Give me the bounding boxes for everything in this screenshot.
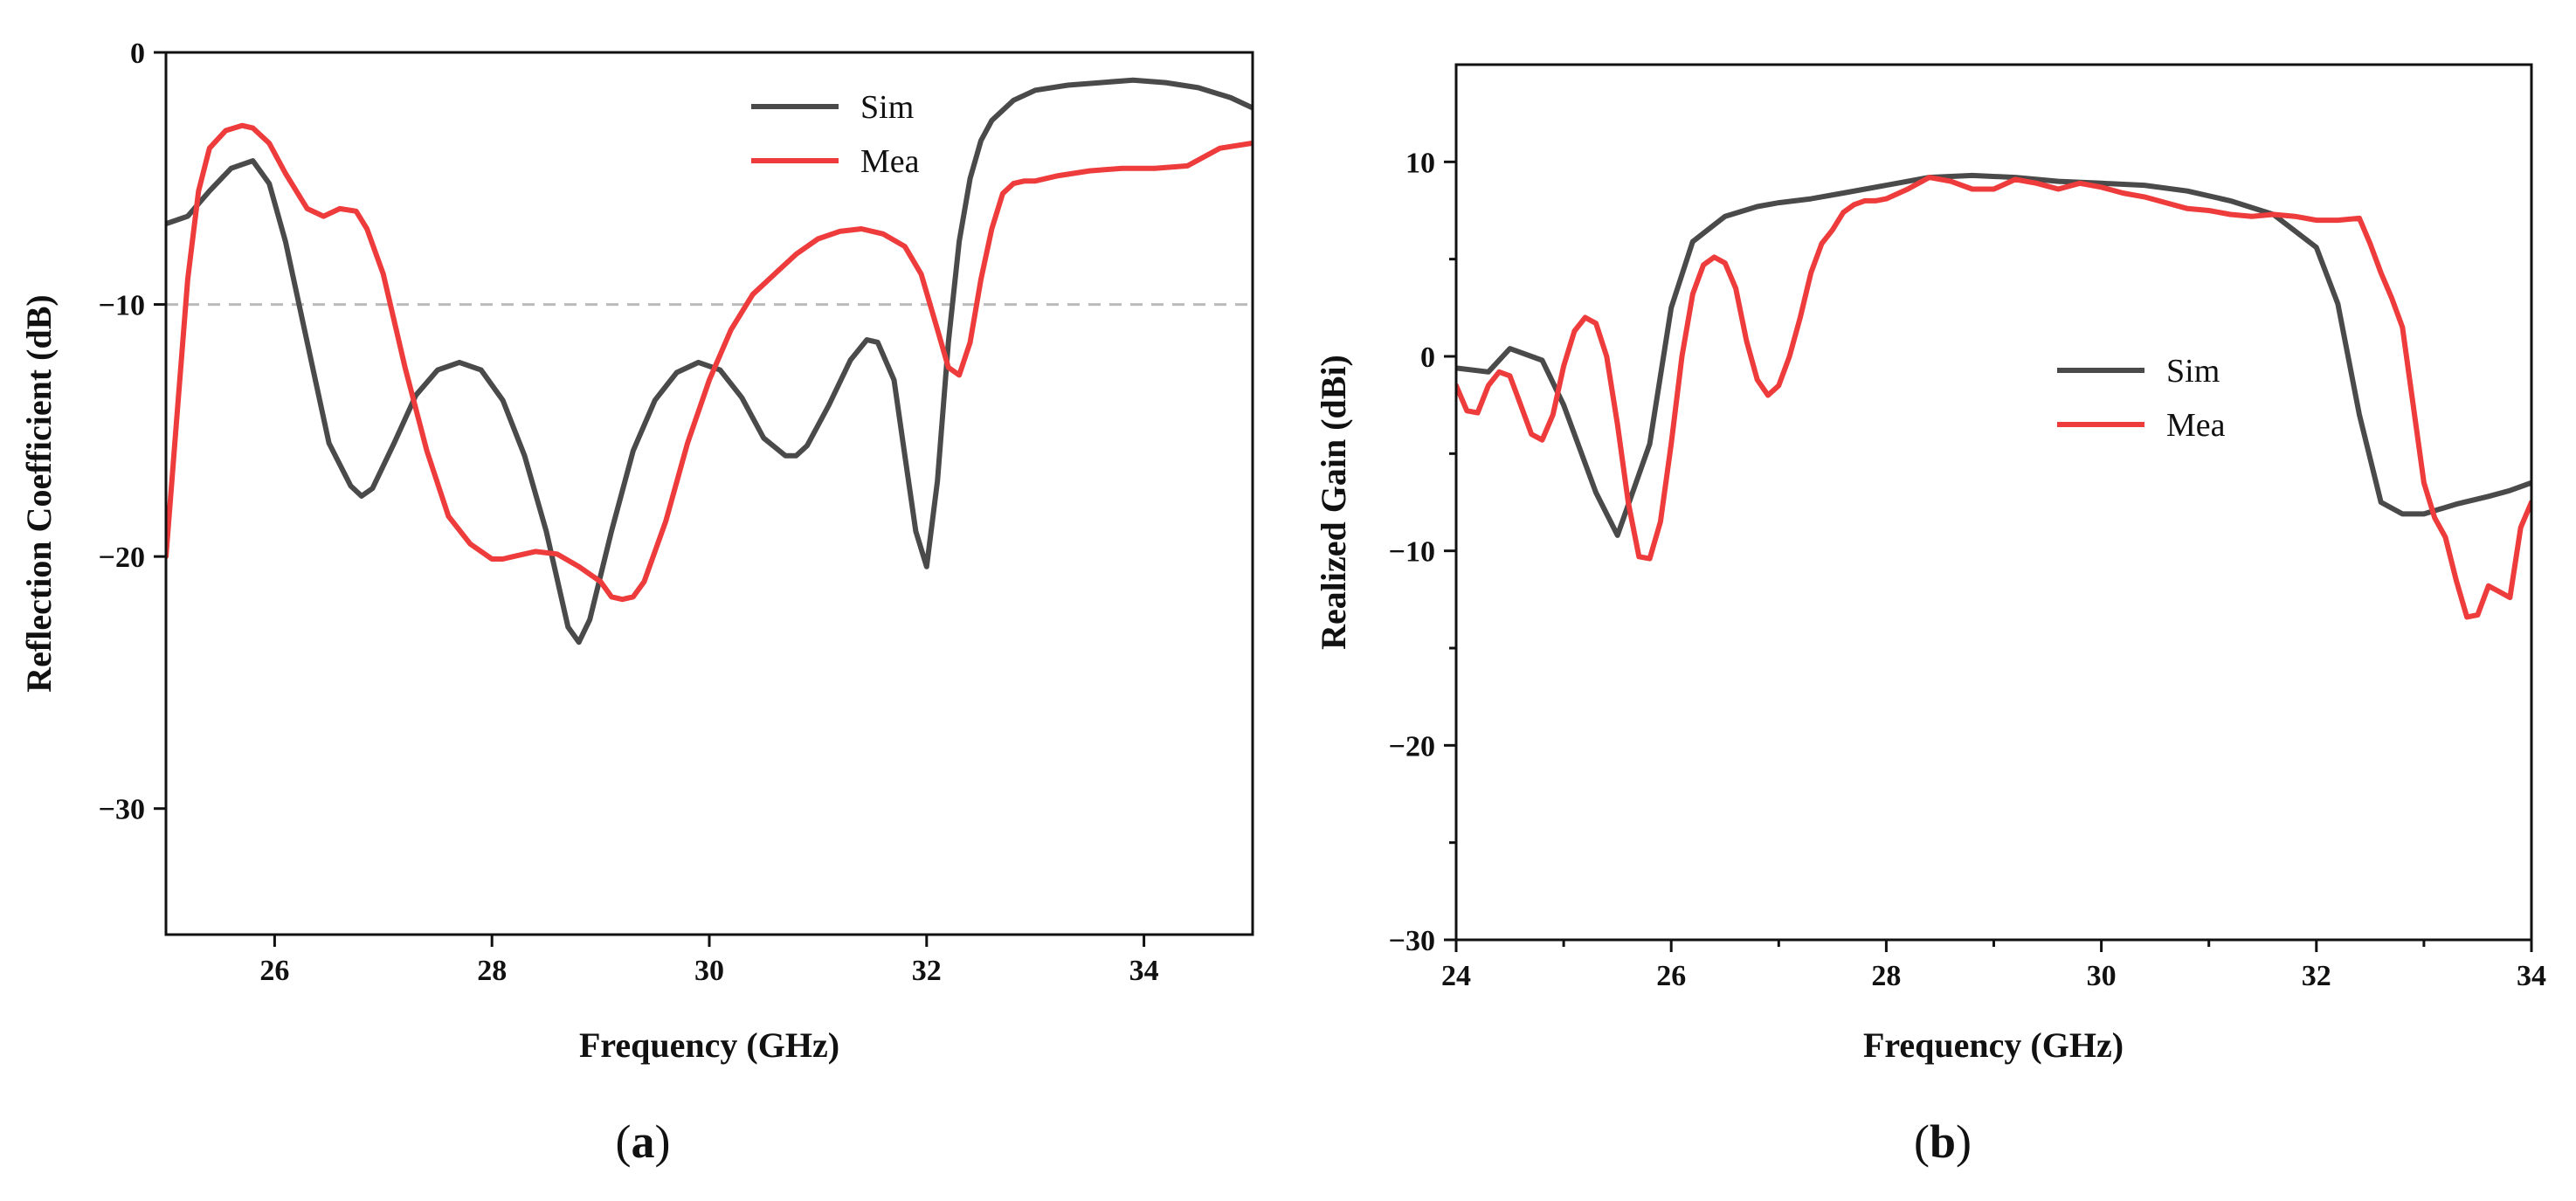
a-x-axis-ticks: 26 28 30 32 34 [259, 935, 1159, 987]
b-x-tick-label: 30 [2087, 960, 2117, 992]
a-x-tick-label: 34 [1129, 955, 1159, 987]
a-series-line-mea [166, 122, 1253, 603]
a-y-tick-label: −20 [99, 542, 145, 574]
a-series-line-sim [166, 77, 1253, 645]
b-x-axis-ticks: 24 26 28 30 32 34 [1441, 940, 2546, 992]
a-x-axis-title: Frequency (GHz) [579, 1025, 839, 1065]
b-x-axis-title: Frequency (GHz) [1863, 1025, 2124, 1065]
b-series-layer [1456, 172, 2531, 620]
a-y-tick-label: −10 [99, 290, 145, 322]
chart-panel-b: 24 26 28 30 32 34 10 0 −10 −20 −30 Frequency (GHz… [1314, 63, 2546, 1168]
b-y-tick-label: −20 [1389, 730, 1435, 763]
a-legend-label-mea: Mea [860, 143, 920, 180]
panel-label-a: (a) [616, 1115, 671, 1168]
b-x-tick-label: 28 [1871, 960, 1901, 992]
a-x-tick-label: 30 [694, 955, 724, 987]
b-x-tick-label: 26 [1656, 960, 1686, 992]
b-y-tick-label: −30 [1389, 925, 1435, 957]
b-legend-label-sim: Sim [2166, 353, 2220, 390]
a-legend-label-sim: Sim [860, 89, 914, 126]
a-y-axis-title: Reflection Coefficient (dB) [19, 294, 59, 692]
a-y-tick-label: −30 [99, 794, 145, 826]
b-y-axis-ticks: 10 0 −10 −20 −30 [1389, 147, 1456, 957]
a-legend: Sim Mea [751, 89, 920, 180]
b-y-tick-label: 10 [1405, 147, 1435, 179]
b-series-line-sim [1456, 172, 2531, 538]
a-y-tick-label: 0 [130, 38, 145, 70]
chart-panel-a: 26 28 30 32 34 0 −10 −20 −30 Frequency (GHz) Re… [19, 38, 1254, 1168]
panel-label-a-letter: a [632, 1115, 655, 1168]
b-y-axis-title: Realized Gain (dBi) [1314, 355, 1353, 650]
b-y-tick-label: −10 [1389, 536, 1435, 569]
b-x-tick-label: 34 [2517, 960, 2546, 992]
b-x-tick-label: 24 [1441, 960, 1471, 992]
panel-label-b-letter: b [1930, 1115, 1956, 1168]
b-x-tick-label: 32 [2302, 960, 2331, 992]
a-series-layer [166, 77, 1253, 645]
b-legend-label-mea: Mea [2166, 407, 2226, 444]
a-x-tick-label: 26 [259, 955, 289, 987]
a-x-tick-label: 28 [477, 955, 507, 987]
panel-label-b: (b) [1914, 1115, 1972, 1168]
b-y-tick-label: 0 [1420, 342, 1435, 374]
a-y-axis-ticks: 0 −10 −20 −30 [99, 38, 166, 826]
a-x-tick-label: 32 [912, 955, 942, 987]
b-legend: Sim Mea [2057, 353, 2226, 444]
b-series-line-mea [1456, 175, 2531, 620]
